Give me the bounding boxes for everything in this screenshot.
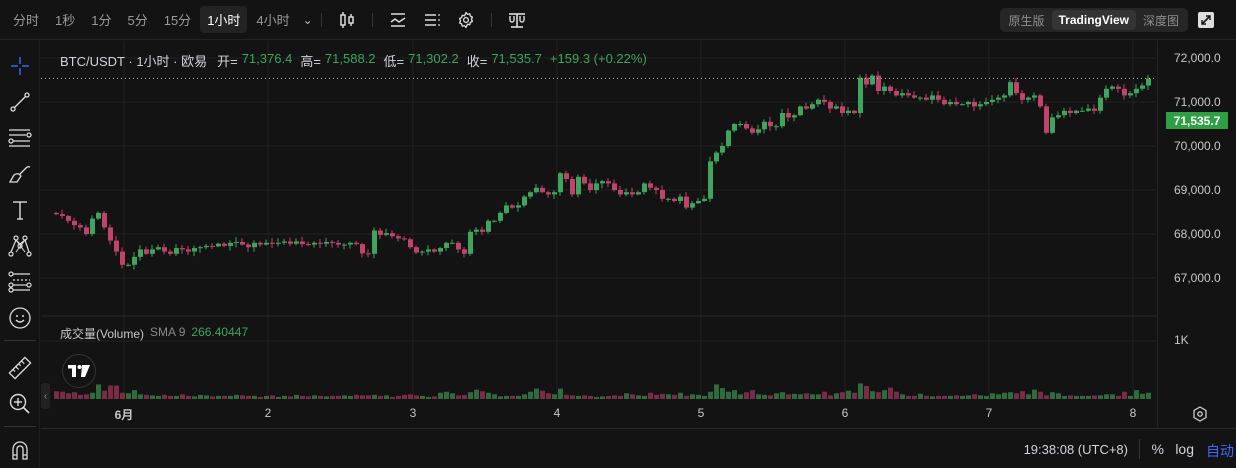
candlestick-chart (41, 41, 1157, 400)
price-tick: 69,000.0 (1174, 183, 1221, 197)
view-mode-native[interactable]: 原生版 (1008, 13, 1045, 28)
divider (4, 340, 36, 341)
candlestick-type-icon[interactable] (334, 7, 360, 33)
price-axis[interactable]: 72,000.0 71,535.7 71,000.0 70,000.0 69,0… (1157, 41, 1236, 428)
open-value: 71,376.4 (241, 51, 293, 66)
magnet-icon[interactable] (7, 437, 33, 463)
time-tick: 3 (409, 406, 417, 420)
view-mode-switch: 原生版 TradingView 深度图 (999, 8, 1188, 32)
clock-timezone[interactable]: 19:38:08 (UTC+8) (1023, 442, 1128, 457)
indicators-icon[interactable] (385, 7, 411, 33)
time-tick: 6月 (114, 408, 134, 422)
close-value: 71,535.7 (491, 51, 542, 66)
emoji-icon[interactable] (7, 305, 33, 331)
timeframe-6[interactable]: 4小时 (256, 13, 290, 28)
timeframe-5[interactable]: 1小时 (200, 6, 248, 33)
log-scale-button[interactable]: log (1175, 441, 1194, 457)
fib-retracement-icon[interactable] (7, 269, 33, 295)
close-label: 收= (466, 54, 488, 69)
volume-sma-label: SMA 9 (150, 325, 186, 339)
timeframe-2[interactable]: 1分 (91, 13, 112, 28)
auto-scale-button[interactable]: 自动 (1206, 443, 1234, 459)
high-value: 71,588.2 (324, 51, 376, 66)
horizontal-lines-icon[interactable] (7, 125, 33, 151)
view-mode-tradingview[interactable]: TradingView (1051, 10, 1136, 30)
divider (490, 12, 492, 27)
drawing-toolbar (0, 41, 40, 468)
price-tick: 72,000.0 (1174, 51, 1221, 65)
price-tick: 71,000.0 (1174, 95, 1221, 109)
time-tick: 6 (841, 406, 849, 420)
open-label: 开= (217, 54, 238, 69)
volume-sma-value: 266.40447 (191, 325, 249, 339)
time-tick: 8 (1129, 406, 1137, 420)
divider (320, 12, 322, 27)
trend-line-icon[interactable] (7, 89, 33, 115)
tradingview-logo[interactable] (62, 354, 96, 388)
fullscreen-icon[interactable] (1198, 12, 1214, 28)
zoom-in-icon[interactable] (7, 391, 33, 417)
ruler-icon[interactable] (7, 355, 33, 381)
view-mode-depth[interactable]: 深度图 (1142, 13, 1179, 28)
collapse-toolbar-button[interactable]: ‹ (41, 383, 50, 409)
ohlc-legend: BTC/USDT · 1小时 · 欧易 开= 71,376.4 高= 71,588.… (60, 51, 651, 70)
crosshair-icon[interactable] (7, 53, 33, 79)
price-tick: 67,000.0 (1174, 271, 1221, 285)
divider (371, 12, 373, 27)
divider (4, 426, 36, 427)
price-tick: 70,000.0 (1174, 139, 1221, 153)
timeframe-list: 分时 1秒 1分 5分 15分 1小时 4小时 (4, 6, 297, 33)
timeframe-1[interactable]: 1秒 (55, 13, 76, 28)
chevron-down-icon[interactable]: ⌄ (302, 12, 313, 27)
price-tick: 68,000.0 (1174, 227, 1221, 241)
brush-icon[interactable] (7, 161, 33, 187)
current-price-badge: 71,535.7 (1166, 112, 1228, 129)
high-label: 高= (300, 54, 321, 69)
chart-settings-icon[interactable] (1192, 406, 1208, 422)
time-tick: 5 (697, 406, 705, 420)
time-axis[interactable]: 6月 2 3 4 5 6 7 8 (41, 400, 1157, 428)
compare-scale-icon[interactable] (504, 7, 530, 33)
divider (1139, 439, 1140, 459)
volume-legend: 成交量(Volume) SMA 9 266.40447 (60, 325, 248, 342)
settings-gear-icon[interactable] (453, 7, 479, 33)
timeframe-3[interactable]: 5分 (127, 13, 148, 28)
volume-title: 成交量(Volume) (60, 327, 145, 341)
low-value: 71,302.2 (408, 51, 459, 66)
time-tick: 7 (985, 406, 993, 420)
text-icon[interactable] (7, 197, 33, 223)
timeframe-4[interactable]: 15分 (163, 13, 192, 28)
top-toolbar: 分时 1秒 1分 5分 15分 1小时 4小时 ⌄ 原生版 TradingView 深度图 (0, 0, 1236, 40)
symbol-title: BTC/USDT · 1小时 · 欧易 (60, 54, 208, 69)
layout-list-icon[interactable] (419, 7, 445, 33)
low-label: 低= (383, 54, 405, 69)
percent-scale-button[interactable]: % (1151, 441, 1164, 457)
pattern-icon[interactable] (7, 233, 33, 259)
volume-tick: 1K (1174, 333, 1189, 347)
chart-canvas[interactable] (41, 41, 1157, 428)
time-tick: 2 (264, 406, 272, 420)
change-value: +159.3 (+0.22%) (549, 51, 647, 66)
time-tick: 4 (553, 406, 561, 420)
bottom-status-bar: 19:38:08 (UTC+8) % log 自动 (41, 428, 1236, 468)
timeframe-0[interactable]: 分时 (13, 13, 40, 28)
